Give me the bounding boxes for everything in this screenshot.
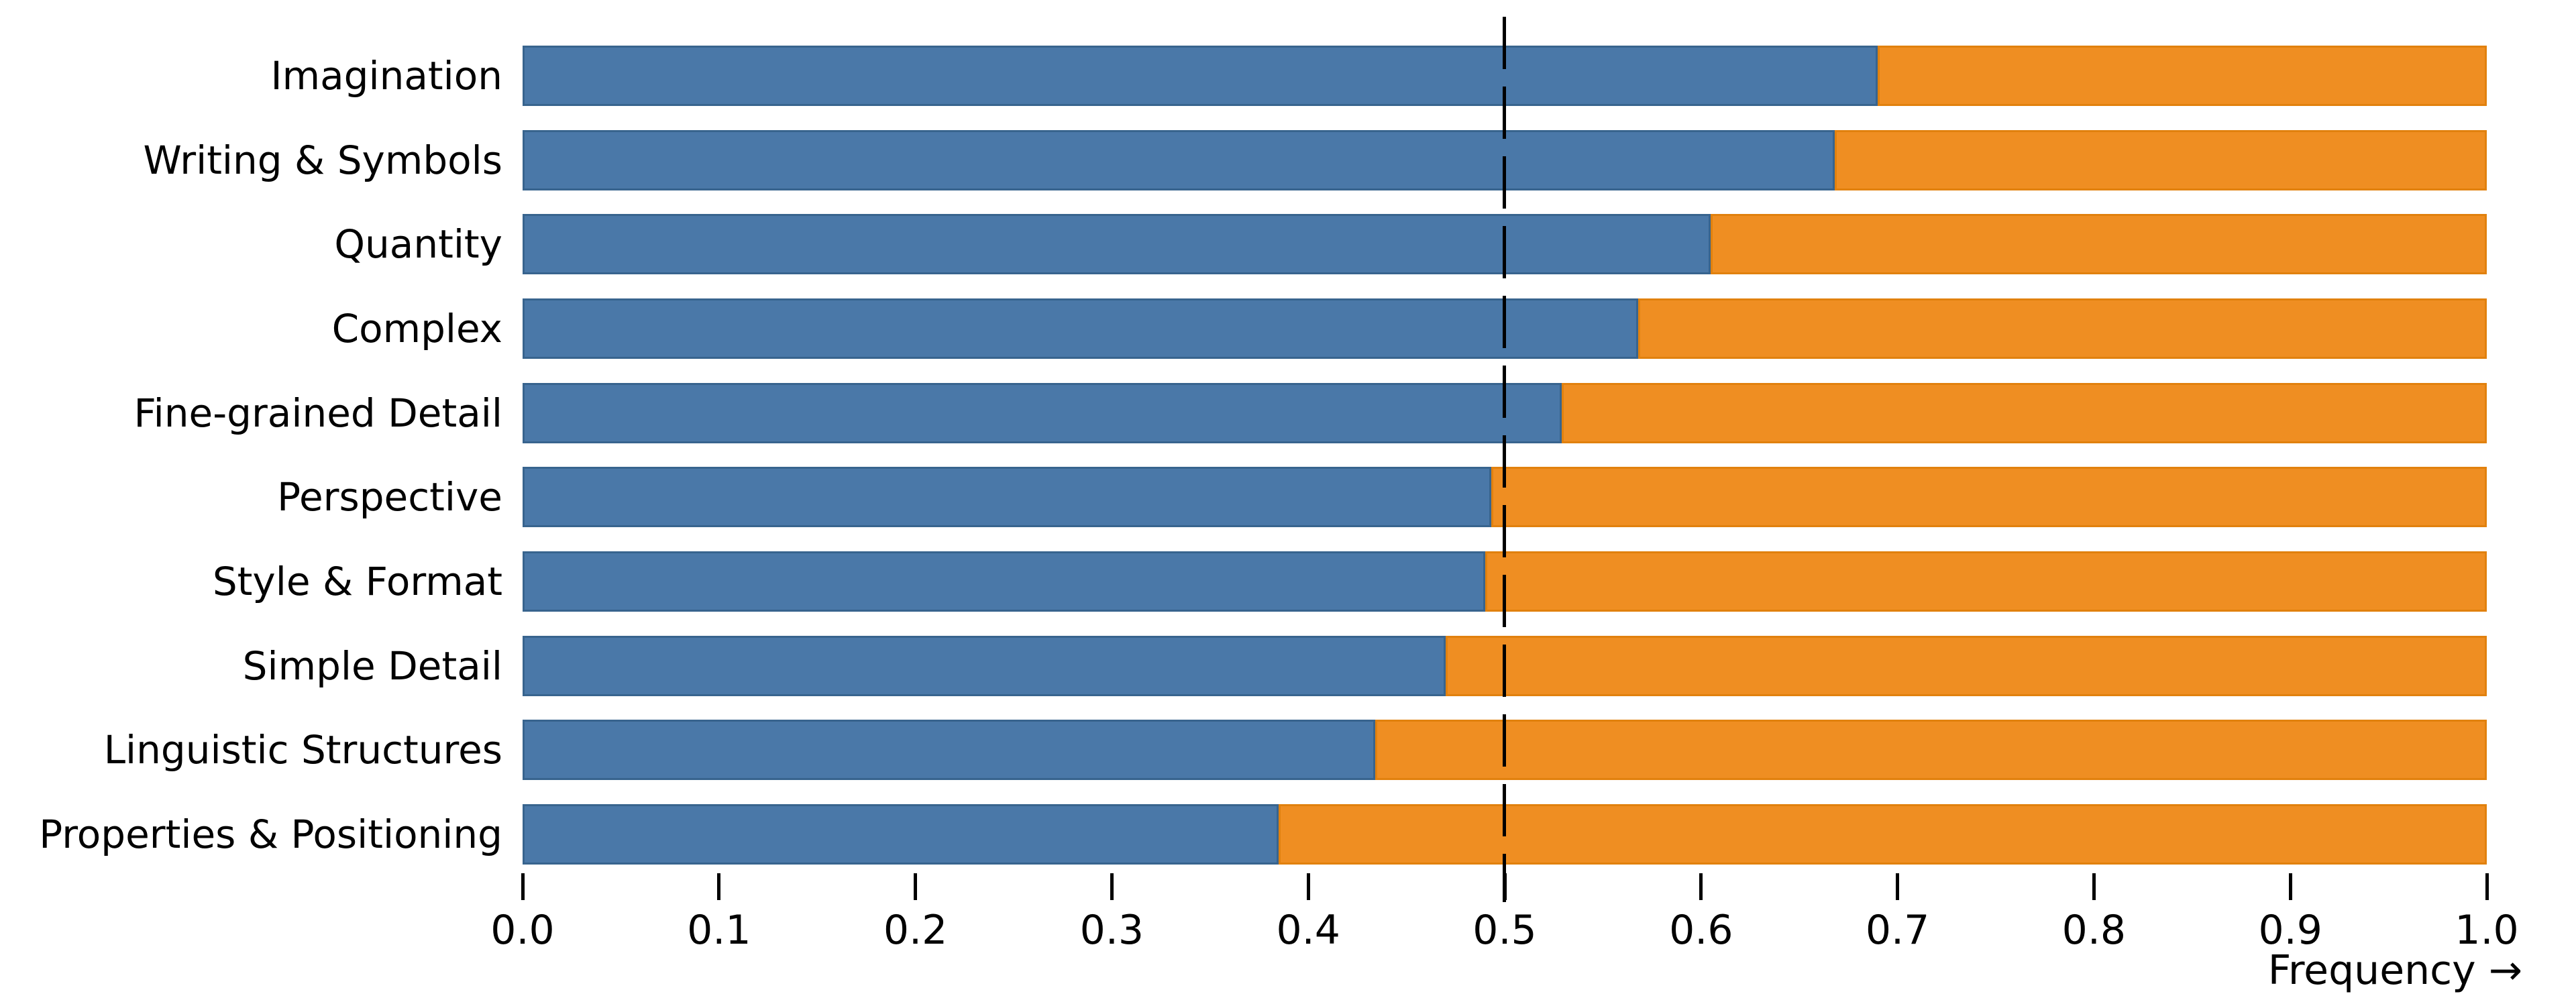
- bar-segment-left-segment: [523, 635, 1446, 696]
- category-label: Imagination: [270, 53, 502, 99]
- category-label: Complex: [331, 306, 502, 351]
- category-label: Style & Format: [212, 559, 502, 605]
- x-tick-label: 0.4: [1276, 907, 1340, 954]
- bar-segment-right-segment: [1834, 129, 2487, 190]
- bar-segment-right-segment: [1446, 635, 2487, 696]
- x-tick-label: 0.7: [1865, 907, 1930, 954]
- bar-row: [523, 298, 2487, 359]
- bar-segment-left-segment: [523, 298, 1639, 359]
- bar-row: [523, 720, 2487, 781]
- category-label: Properties & Positioning: [39, 812, 502, 858]
- category-label: Linguistic Structures: [103, 727, 502, 773]
- bar-segment-right-segment: [1561, 382, 2487, 443]
- x-tick-label: 0.9: [2258, 907, 2322, 954]
- bar-row: [523, 635, 2487, 696]
- bar-segment-left-segment: [523, 467, 1491, 528]
- x-tick-label: 0.0: [490, 907, 555, 954]
- bar-segment-right-segment: [1878, 46, 2487, 106]
- x-tick: [914, 873, 918, 900]
- x-tick: [1306, 873, 1310, 900]
- bar-segment-right-segment: [1279, 804, 2487, 865]
- x-tick-label: 0.3: [1079, 907, 1144, 954]
- category-label: Quantity: [334, 221, 502, 268]
- bar-row: [523, 382, 2487, 443]
- category-label: Perspective: [277, 474, 502, 520]
- bar-segment-left-segment: [523, 129, 1835, 190]
- x-tick: [717, 873, 721, 900]
- bar-segment-left-segment: [523, 46, 1878, 106]
- bar-segment-right-segment: [1638, 298, 2487, 359]
- x-tick: [1896, 873, 1900, 900]
- plot-area: [523, 46, 2487, 865]
- bar-row: [523, 129, 2487, 190]
- bar-segment-right-segment: [1485, 551, 2487, 612]
- x-axis-title: Frequency →: [2267, 947, 2522, 994]
- bar-row: [523, 46, 2487, 106]
- x-tick-label: 0.1: [687, 907, 751, 954]
- bar-segment-left-segment: [523, 214, 1711, 275]
- bar-segment-right-segment: [1375, 720, 2487, 781]
- x-tick-label: 0.8: [2061, 907, 2127, 954]
- bar-segment-left-segment: [523, 720, 1375, 781]
- bar-segment-left-segment: [523, 382, 1562, 443]
- bar-segment-right-segment: [1711, 214, 2487, 275]
- category-label: Writing & Symbols: [143, 137, 502, 183]
- bar-row: [523, 467, 2487, 528]
- category-label: Fine-grained Detail: [133, 390, 503, 436]
- bar-row: [523, 214, 2487, 275]
- x-tick-label: 0.5: [1472, 907, 1537, 954]
- x-tick: [1503, 873, 1507, 900]
- reference-line-0.5: [1503, 17, 1506, 902]
- x-tick-label: 1.0: [2455, 907, 2519, 954]
- category-label: Simple Detail: [242, 643, 502, 689]
- bar-row: [523, 804, 2487, 865]
- bar-segment-right-segment: [1491, 467, 2487, 528]
- bar-segment-left-segment: [523, 804, 1279, 865]
- x-tick: [2288, 873, 2292, 900]
- x-tick: [521, 873, 525, 900]
- x-tick: [2485, 873, 2489, 900]
- x-tick: [1110, 873, 1114, 900]
- x-tick-label: 0.2: [883, 907, 948, 954]
- x-tick: [2092, 873, 2096, 900]
- x-tick-label: 0.6: [1669, 907, 1733, 954]
- bar-segment-left-segment: [523, 551, 1485, 612]
- x-tick: [1699, 873, 1703, 900]
- bar-row: [523, 551, 2487, 612]
